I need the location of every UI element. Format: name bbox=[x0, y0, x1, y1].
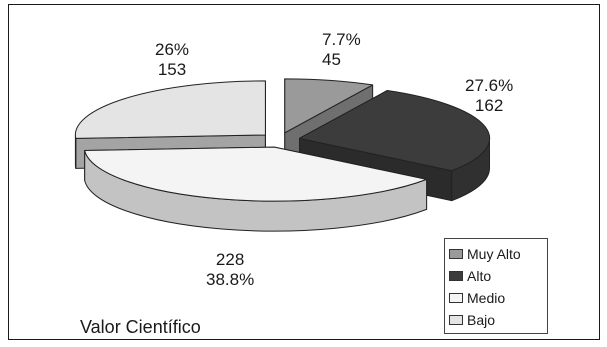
slice-top-medio bbox=[84, 146, 428, 202]
percent-label-bajo: 26% bbox=[155, 40, 190, 59]
legend-label-medio: Medio bbox=[467, 290, 506, 306]
label-medio: 228 38.8% bbox=[206, 250, 254, 290]
legend: Muy Alto Alto Medio Bajo bbox=[444, 238, 548, 334]
legend-label-alto: Alto bbox=[467, 268, 492, 284]
slice-top-muy-alto bbox=[284, 78, 374, 134]
legend-item-muy-alto: Muy Alto bbox=[449, 243, 543, 265]
percent-label-muy-alto: 7.7% bbox=[322, 30, 361, 49]
percent-label-medio: 38.8% bbox=[206, 270, 255, 289]
legend-swatch-bajo bbox=[449, 315, 463, 325]
value-label-muy-alto: 45 bbox=[322, 50, 341, 69]
legend-swatch-alto bbox=[449, 271, 463, 281]
legend-swatch-muy-alto bbox=[449, 249, 463, 259]
label-bajo: 26% 153 bbox=[155, 40, 189, 80]
legend-item-bajo: Bajo bbox=[449, 309, 543, 331]
label-alto: 27.6% 162 bbox=[465, 76, 513, 116]
value-label-medio: 228 bbox=[215, 250, 245, 269]
legend-item-alto: Alto bbox=[449, 265, 543, 287]
legend-label-muy-alto: Muy Alto bbox=[467, 246, 521, 262]
pie-slice-medio bbox=[84, 146, 428, 232]
percent-label-alto: 27.6% bbox=[465, 76, 514, 95]
legend-label-bajo: Bajo bbox=[467, 312, 496, 328]
label-muy-alto: 7.7% 45 bbox=[322, 30, 361, 70]
slice-top-bajo bbox=[74, 80, 266, 139]
value-label-alto: 162 bbox=[474, 96, 504, 115]
chart-title: Valor Científico bbox=[80, 317, 201, 337]
slice-top-alto bbox=[298, 89, 491, 172]
legend-item-medio: Medio bbox=[449, 287, 543, 309]
legend-swatch-medio bbox=[449, 293, 463, 303]
value-label-bajo: 153 bbox=[157, 60, 187, 79]
